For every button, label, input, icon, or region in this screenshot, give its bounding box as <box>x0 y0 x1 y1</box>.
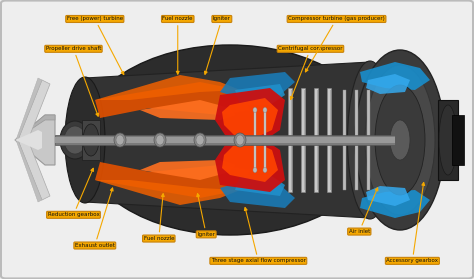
Ellipse shape <box>156 135 164 145</box>
Polygon shape <box>18 140 50 200</box>
Bar <box>288 88 292 192</box>
Text: Propeller drive shaft: Propeller drive shaft <box>46 46 101 116</box>
Polygon shape <box>366 186 410 206</box>
Ellipse shape <box>114 133 126 147</box>
Polygon shape <box>15 115 55 140</box>
Text: Igniter: Igniter <box>197 194 215 237</box>
Polygon shape <box>235 175 285 196</box>
Polygon shape <box>95 180 240 205</box>
Bar <box>344 90 346 190</box>
Polygon shape <box>15 115 55 165</box>
Polygon shape <box>85 80 130 200</box>
Ellipse shape <box>154 133 166 147</box>
Text: Fuel nozzle: Fuel nozzle <box>144 194 174 241</box>
Ellipse shape <box>65 77 105 203</box>
Ellipse shape <box>439 105 457 175</box>
Ellipse shape <box>196 135 204 145</box>
Text: Reduction gearbox: Reduction gearbox <box>47 168 100 217</box>
Polygon shape <box>215 88 285 140</box>
Bar <box>291 90 292 190</box>
Bar <box>254 108 256 172</box>
Polygon shape <box>16 78 42 140</box>
Bar <box>452 115 464 165</box>
Ellipse shape <box>236 135 244 145</box>
Bar <box>317 90 319 190</box>
Bar <box>82 120 100 160</box>
Ellipse shape <box>253 107 257 112</box>
Ellipse shape <box>355 50 445 230</box>
Polygon shape <box>235 84 285 105</box>
Ellipse shape <box>60 121 90 159</box>
Text: Exhaust outlet: Exhaust outlet <box>75 188 115 248</box>
Ellipse shape <box>234 133 246 147</box>
Ellipse shape <box>194 133 206 147</box>
Bar <box>264 108 266 172</box>
Text: Air inlet: Air inlet <box>349 188 378 234</box>
Polygon shape <box>95 75 240 100</box>
Bar <box>367 90 371 190</box>
Polygon shape <box>18 80 50 140</box>
Text: Centrifugal compressor: Centrifugal compressor <box>278 46 343 100</box>
Bar <box>330 90 331 190</box>
Text: Fuel nozzle: Fuel nozzle <box>163 16 193 74</box>
Polygon shape <box>220 72 295 98</box>
Polygon shape <box>95 82 250 118</box>
Ellipse shape <box>375 85 425 195</box>
Ellipse shape <box>347 61 392 219</box>
Bar <box>55 137 395 143</box>
Bar <box>301 88 305 192</box>
Bar <box>438 100 458 180</box>
Ellipse shape <box>390 120 410 160</box>
Polygon shape <box>366 74 410 94</box>
Text: Compressor turbine (gas producer): Compressor turbine (gas producer) <box>288 16 385 72</box>
Text: Three stage axial flow compressor: Three stage axial flow compressor <box>211 208 306 263</box>
Text: Igniter: Igniter <box>204 16 231 74</box>
Polygon shape <box>220 182 295 208</box>
Polygon shape <box>85 62 370 218</box>
Polygon shape <box>16 140 42 202</box>
Bar <box>304 90 306 190</box>
Text: Accessory gearbox: Accessory gearbox <box>386 182 438 263</box>
Ellipse shape <box>253 167 257 172</box>
Bar <box>314 88 318 192</box>
Polygon shape <box>95 162 250 198</box>
Ellipse shape <box>116 135 124 145</box>
Polygon shape <box>360 62 430 90</box>
Ellipse shape <box>83 124 99 156</box>
Polygon shape <box>215 140 285 192</box>
Polygon shape <box>140 160 235 180</box>
Bar <box>55 135 395 145</box>
Polygon shape <box>222 98 278 138</box>
Bar <box>327 88 331 192</box>
Text: Free (power) turbine: Free (power) turbine <box>67 16 124 74</box>
Ellipse shape <box>365 65 435 215</box>
Bar <box>356 90 358 190</box>
Ellipse shape <box>263 107 267 112</box>
Polygon shape <box>360 190 430 218</box>
Ellipse shape <box>263 167 267 172</box>
Polygon shape <box>85 80 130 200</box>
Ellipse shape <box>64 126 86 154</box>
Polygon shape <box>15 130 42 150</box>
Ellipse shape <box>80 45 380 235</box>
Polygon shape <box>222 142 278 182</box>
Polygon shape <box>140 100 235 120</box>
